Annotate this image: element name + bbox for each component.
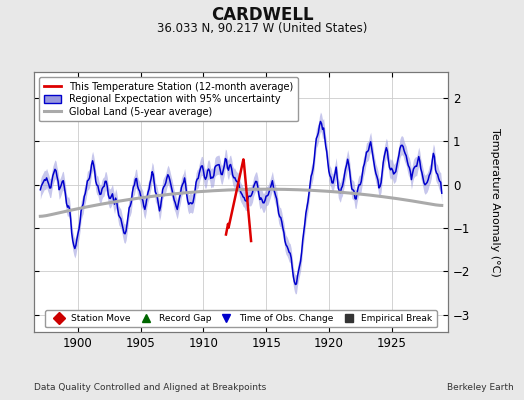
Legend: Station Move, Record Gap, Time of Obs. Change, Empirical Break: Station Move, Record Gap, Time of Obs. C… [46,310,436,328]
Text: Berkeley Earth: Berkeley Earth [447,383,514,392]
Y-axis label: Temperature Anomaly (°C): Temperature Anomaly (°C) [490,128,500,276]
Text: CARDWELL: CARDWELL [211,6,313,24]
Text: 36.033 N, 90.217 W (United States): 36.033 N, 90.217 W (United States) [157,22,367,35]
Text: Data Quality Controlled and Aligned at Breakpoints: Data Quality Controlled and Aligned at B… [34,383,266,392]
